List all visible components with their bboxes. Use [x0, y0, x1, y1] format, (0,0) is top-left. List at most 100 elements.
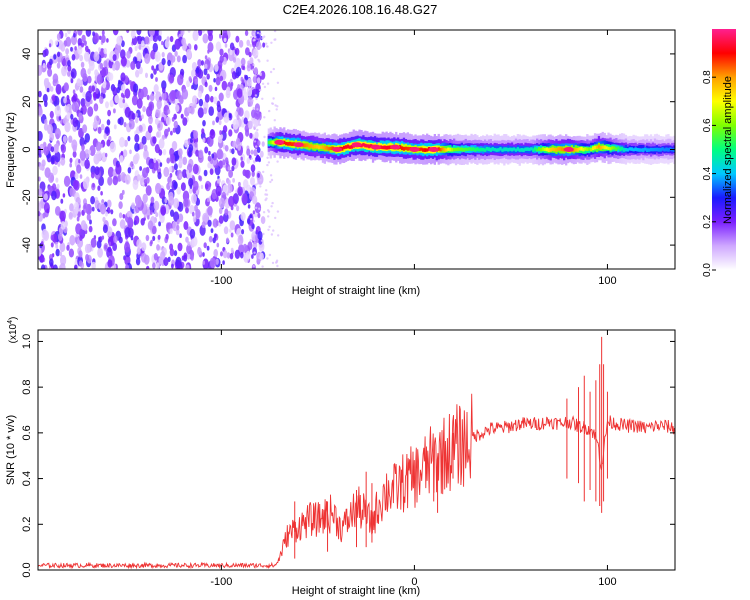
- noise-blob: [259, 252, 264, 261]
- noise-blob: [176, 55, 181, 63]
- noise-blob: [230, 205, 234, 211]
- noise-blob: [78, 159, 81, 164]
- noise-blob: [60, 144, 66, 154]
- noise-blob: [155, 109, 161, 118]
- noise-blob: [85, 45, 89, 52]
- signal-cell: [418, 147, 421, 152]
- signal-cell: [590, 147, 593, 152]
- noise-dot: [253, 251, 256, 254]
- noise-blob: [112, 175, 119, 186]
- noise-blob: [145, 72, 148, 79]
- signal-cell: [603, 145, 606, 150]
- noise-blob: [213, 249, 218, 258]
- noise-blob: [253, 149, 258, 157]
- noise-blob: [62, 135, 67, 143]
- signal-cell: [364, 143, 367, 148]
- noise-dot: [275, 260, 278, 264]
- signal-cell: [445, 148, 448, 152]
- signal-cell: [536, 148, 539, 152]
- noise-blob: [182, 156, 188, 166]
- noise-blob: [124, 264, 130, 269]
- noise-blob: [163, 257, 169, 267]
- signal-cell: [362, 142, 365, 147]
- noise-blob: [191, 61, 197, 71]
- colorbar-tick-label: 0.0: [702, 263, 713, 277]
- signal-cell: [499, 147, 502, 151]
- noise-blob: [141, 135, 147, 145]
- noise-blob: [92, 183, 95, 188]
- noise-blob: [120, 171, 126, 182]
- signal-cell: [269, 140, 272, 145]
- noise-blob: [204, 55, 208, 60]
- noise-blob: [50, 242, 54, 248]
- noise-blob: [147, 220, 154, 230]
- signal-cell: [472, 147, 475, 151]
- noise-blob: [224, 145, 229, 152]
- noise-blob: [49, 110, 54, 119]
- noise-blob: [65, 36, 72, 47]
- noise-blob: [253, 118, 259, 128]
- signal-cell: [323, 146, 326, 151]
- noise-dot: [259, 88, 262, 92]
- signal-cell: [636, 148, 639, 152]
- signal-cell: [593, 145, 597, 150]
- noise-blob: [122, 149, 128, 157]
- noise-blob: [119, 155, 124, 163]
- x-tick-label: 100: [598, 275, 616, 287]
- noise-blob: [100, 123, 105, 131]
- noise-blob: [71, 54, 76, 61]
- noise-dot: [258, 207, 261, 210]
- signal-cell: [460, 147, 463, 152]
- noise-blob: [215, 185, 222, 197]
- noise-blob: [112, 54, 117, 62]
- noise-dot: [268, 109, 271, 113]
- colorbar-gradient: [712, 29, 736, 270]
- noise-blob: [79, 86, 84, 93]
- y-tick-label: 40: [21, 48, 33, 60]
- noise-blob: [38, 176, 41, 182]
- snr-scale-label: (x104): [7, 317, 19, 344]
- noise-blob: [109, 99, 114, 108]
- noise-blob: [59, 242, 66, 253]
- noise-blob: [182, 54, 188, 64]
- noise-blob: [202, 212, 209, 224]
- signal-cell: [561, 147, 564, 152]
- y-tick-label: -40: [21, 237, 33, 253]
- noise-blob: [187, 30, 191, 33]
- noise-blob: [243, 179, 249, 189]
- noise-blob: [215, 76, 221, 86]
- noise-blob: [173, 198, 180, 209]
- noise-blob: [112, 30, 119, 36]
- signal-cell: [306, 143, 309, 147]
- signal-cell: [344, 145, 348, 149]
- noise-dot: [262, 170, 265, 174]
- noise-blob: [250, 176, 255, 186]
- signal-cell: [288, 141, 292, 146]
- noise-blob: [92, 31, 95, 37]
- signal-cell: [400, 146, 404, 151]
- signal-cell: [557, 147, 560, 151]
- noise-dot: [258, 257, 261, 260]
- x-tick-label: -100: [210, 275, 232, 287]
- signal-peak: [428, 147, 439, 152]
- noise-blob: [244, 74, 249, 81]
- noise-blob: [160, 250, 166, 261]
- signal-cell: [580, 146, 583, 151]
- noise-blob: [168, 166, 173, 173]
- noise-blob: [165, 116, 171, 126]
- noise-blob: [55, 248, 60, 257]
- noise-blob: [104, 211, 108, 217]
- noise-blob: [92, 92, 97, 99]
- noise-blob: [105, 101, 109, 109]
- noise-blob: [178, 158, 183, 166]
- noise-blob: [218, 215, 224, 224]
- noise-blob: [59, 210, 66, 222]
- noise-blob: [209, 257, 217, 269]
- noise-blob: [153, 68, 157, 75]
- noise-blob: [245, 250, 251, 260]
- noise-blob: [219, 130, 223, 136]
- noise-blob: [222, 260, 225, 265]
- noise-blob: [177, 74, 184, 86]
- noise-blob: [119, 219, 126, 229]
- noise-blob: [236, 88, 243, 98]
